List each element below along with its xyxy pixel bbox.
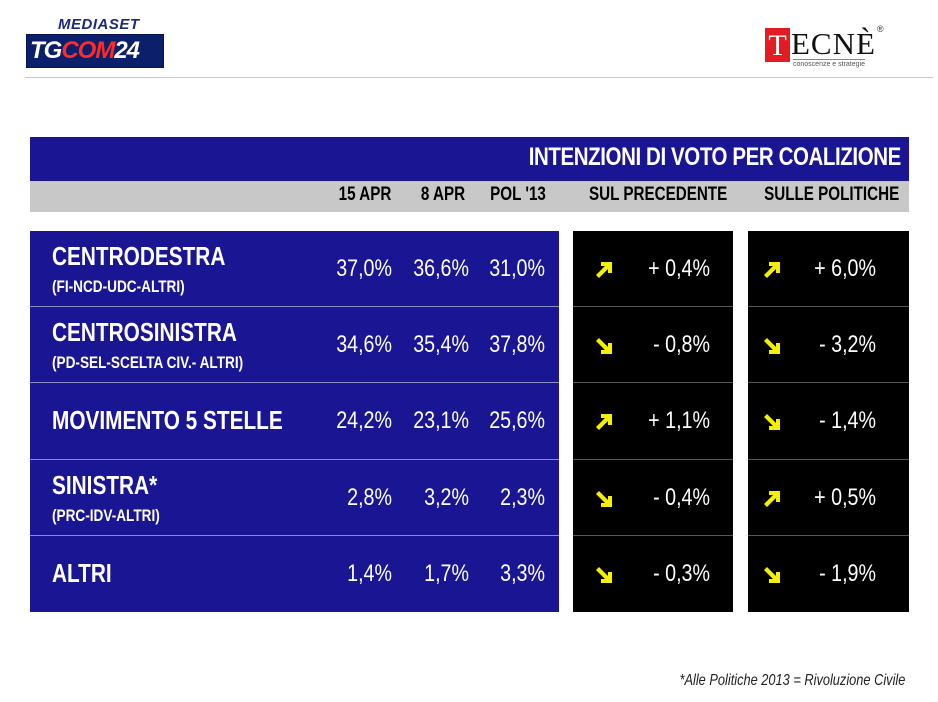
value-cell: 3,3% bbox=[500, 559, 545, 587]
tecne-initial: T bbox=[765, 28, 790, 62]
delta-vs-previous: + 0,4% bbox=[648, 255, 710, 282]
value-cell: 37,8% bbox=[489, 331, 545, 359]
coalition-name: ALTRI bbox=[52, 557, 112, 588]
arrow-down-icon bbox=[764, 566, 780, 583]
delta-vs-previous: - 0,3% bbox=[653, 559, 710, 587]
row-divider bbox=[748, 458, 909, 460]
value-cell: 36,6% bbox=[413, 255, 469, 282]
row-divider bbox=[30, 534, 559, 536]
delta-vs-elections: + 0,5% bbox=[814, 483, 876, 511]
value-cell: 23,1% bbox=[413, 407, 469, 435]
delta-vs-elections: - 1,9% bbox=[819, 559, 876, 587]
row-divider bbox=[30, 458, 559, 460]
row-divider bbox=[573, 534, 733, 536]
delta-vs-previous: + 1,1% bbox=[648, 407, 710, 435]
value-cell: 1,4% bbox=[347, 559, 392, 587]
coalition-members: (PD-SEL-SCELTA CIV.- ALTRI) bbox=[52, 353, 244, 373]
value-cell: 31,0% bbox=[489, 255, 545, 282]
header-divider bbox=[25, 77, 933, 78]
footnote: *Alle Politiche 2013 = Rivoluzione Civil… bbox=[679, 672, 905, 689]
mediaset-wordmark: MEDIASET bbox=[58, 16, 140, 33]
column-header: 15 APR bbox=[338, 184, 392, 205]
row-divider bbox=[748, 382, 909, 384]
tecne-logo: T ECNÈ ® conoscenze e strategie bbox=[765, 24, 895, 68]
column-header: POL '13 bbox=[490, 184, 546, 205]
tgcom24-wordmark: TGCOM24 bbox=[26, 34, 164, 68]
arrow-up-icon bbox=[764, 490, 780, 507]
arrow-up-icon bbox=[764, 262, 780, 278]
coalition-name: CENTRODESTRA bbox=[52, 241, 226, 271]
value-cell: 35,4% bbox=[413, 331, 469, 359]
tgcom24-logo: MEDIASET TGCOM24 bbox=[26, 16, 166, 70]
value-cell: 3,2% bbox=[424, 483, 469, 511]
coalition-name: SINISTRA* bbox=[52, 469, 158, 500]
arrow-down-icon bbox=[596, 338, 612, 355]
tecne-tagline: conoscenze e strategie bbox=[793, 59, 865, 68]
coalition-name: MOVIMENTO 5 STELLE bbox=[52, 405, 283, 436]
arrow-down-icon bbox=[596, 490, 612, 507]
row-divider bbox=[573, 382, 733, 384]
value-cell: 34,6% bbox=[336, 331, 392, 359]
values-panel bbox=[30, 231, 559, 612]
coalition-name: CENTROSINISTRA bbox=[52, 317, 237, 348]
arrow-down-icon bbox=[596, 566, 612, 583]
tgcom-tg: TG bbox=[30, 37, 62, 64]
coalition-members: (FI-NCD-UDC-ALTRI) bbox=[52, 277, 185, 296]
value-cell: 2,8% bbox=[347, 483, 392, 511]
arrow-up-icon bbox=[596, 414, 612, 431]
vs-previous-panel bbox=[573, 231, 733, 612]
arrow-up-icon bbox=[596, 262, 612, 278]
row-divider bbox=[30, 382, 559, 384]
tecne-wordmark: ECNÈ bbox=[791, 26, 876, 61]
value-cell: 37,0% bbox=[336, 255, 392, 282]
row-divider bbox=[573, 306, 733, 308]
delta-vs-previous: - 0,8% bbox=[653, 331, 710, 359]
row-divider bbox=[573, 458, 733, 460]
delta-vs-elections: - 3,2% bbox=[819, 331, 876, 359]
delta-vs-elections: + 6,0% bbox=[814, 255, 876, 282]
column-header: SULLE POLITICHE bbox=[764, 184, 900, 205]
row-divider bbox=[748, 306, 909, 308]
delta-vs-previous: - 0,4% bbox=[653, 483, 710, 511]
delta-vs-elections: - 1,4% bbox=[819, 407, 876, 435]
value-cell: 2,3% bbox=[500, 483, 545, 511]
row-divider bbox=[748, 534, 909, 536]
column-header-bar bbox=[30, 181, 909, 212]
arrow-down-icon bbox=[764, 414, 780, 431]
tecne-registered: ® bbox=[877, 24, 884, 34]
title-bar: INTENZIONI DI VOTO PER COALIZIONE bbox=[30, 137, 909, 181]
vs-elections-panel bbox=[748, 231, 909, 612]
column-header: SUL PRECEDENTE bbox=[589, 184, 728, 205]
tgcom-com: COM bbox=[61, 37, 115, 64]
value-cell: 1,7% bbox=[424, 559, 469, 587]
coalition-members: (PRC-IDV-ALTRI) bbox=[52, 505, 160, 525]
chart-title: INTENZIONI DI VOTO PER COALIZIONE bbox=[528, 143, 902, 171]
column-header: 8 APR bbox=[420, 184, 466, 205]
arrow-down-icon bbox=[764, 338, 780, 355]
row-divider bbox=[30, 306, 559, 308]
tgcom-24: 24 bbox=[114, 37, 140, 64]
value-cell: 24,2% bbox=[336, 407, 392, 435]
value-cell: 25,6% bbox=[489, 407, 545, 435]
